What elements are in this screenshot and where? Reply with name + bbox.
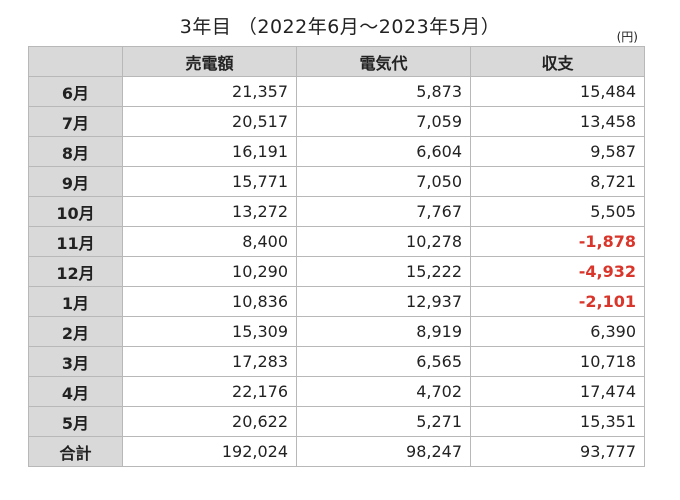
month-cell: 12月 <box>28 256 123 287</box>
balance-table: 売電額 電気代 収支 6月 21,357 5,873 15,484 7月 20,517 7,… <box>28 46 645 467</box>
table-row: 5月 20,622 5,271 15,351 <box>28 406 645 437</box>
electricity-cell: 7,767 <box>296 196 471 227</box>
month-cell: 5月 <box>28 406 123 437</box>
electricity-cell: 15,222 <box>296 256 471 287</box>
electricity-cell: 6,604 <box>296 136 471 167</box>
electricity-cell: 7,059 <box>296 106 471 137</box>
sales-cell: 16,191 <box>122 136 297 167</box>
electricity-cell: 4,702 <box>296 376 471 407</box>
sales-cell: 20,622 <box>122 406 297 437</box>
total-electricity: 98,247 <box>296 436 471 467</box>
month-cell: 9月 <box>28 166 123 197</box>
electricity-cell: 5,873 <box>296 76 471 107</box>
month-cell: 1月 <box>28 286 123 317</box>
table-row: 7月 20,517 7,059 13,458 <box>28 106 645 137</box>
sales-cell: 20,517 <box>122 106 297 137</box>
total-sales: 192,024 <box>122 436 297 467</box>
table-row: 12月 10,290 15,222 -4,932 <box>28 256 645 287</box>
header-sales: 売電額 <box>122 46 297 77</box>
balance-cell: -1,878 <box>470 226 645 257</box>
table-row: 1月 10,836 12,937 -2,101 <box>28 286 645 317</box>
header-electricity: 電気代 <box>296 46 471 77</box>
table-row: 11月 8,400 10,278 -1,878 <box>28 226 645 257</box>
month-cell: 4月 <box>28 376 123 407</box>
month-cell: 8月 <box>28 136 123 167</box>
electricity-cell: 8,919 <box>296 316 471 347</box>
sales-cell: 15,309 <box>122 316 297 347</box>
balance-cell: -2,101 <box>470 286 645 317</box>
balance-cell: 9,587 <box>470 136 645 167</box>
header-corner <box>28 46 123 77</box>
table-row: 8月 16,191 6,604 9,587 <box>28 136 645 167</box>
balance-cell: 5,505 <box>470 196 645 227</box>
month-cell: 3月 <box>28 346 123 377</box>
page-title: 3年目 （2022年6月～2023年5月） <box>179 16 501 38</box>
table-row: 3月 17,283 6,565 10,718 <box>28 346 645 377</box>
balance-cell: 6,390 <box>470 316 645 347</box>
header-balance: 収支 <box>470 46 645 77</box>
month-cell: 11月 <box>28 226 123 257</box>
electricity-cell: 6,565 <box>296 346 471 377</box>
month-cell: 7月 <box>28 106 123 137</box>
total-balance: 93,777 <box>470 436 645 467</box>
sales-cell: 13,272 <box>122 196 297 227</box>
table-row: 2月 15,309 8,919 6,390 <box>28 316 645 347</box>
total-row: 合計 192,024 98,247 93,777 <box>28 436 645 467</box>
balance-cell: 8,721 <box>470 166 645 197</box>
table-row: 9月 15,771 7,050 8,721 <box>28 166 645 197</box>
electricity-cell: 10,278 <box>296 226 471 257</box>
sales-cell: 15,771 <box>122 166 297 197</box>
table-row: 6月 21,357 5,873 15,484 <box>28 76 645 107</box>
electricity-cell: 12,937 <box>296 286 471 317</box>
balance-cell: 15,351 <box>470 406 645 437</box>
electricity-cell: 7,050 <box>296 166 471 197</box>
total-label: 合計 <box>28 436 123 467</box>
month-cell: 2月 <box>28 316 123 347</box>
balance-cell: 17,474 <box>470 376 645 407</box>
month-cell: 6月 <box>28 76 123 107</box>
sales-cell: 8,400 <box>122 226 297 257</box>
balance-cell: 10,718 <box>470 346 645 377</box>
sales-cell: 21,357 <box>122 76 297 107</box>
sales-cell: 17,283 <box>122 346 297 377</box>
month-cell: 10月 <box>28 196 123 227</box>
unit-label: (円) <box>616 30 638 44</box>
sales-cell: 10,836 <box>122 286 297 317</box>
balance-cell: 13,458 <box>470 106 645 137</box>
table-header-row: 売電額 電気代 収支 <box>28 46 645 77</box>
sales-cell: 22,176 <box>122 376 297 407</box>
table-row: 10月 13,272 7,767 5,505 <box>28 196 645 227</box>
balance-cell: -4,932 <box>470 256 645 287</box>
table-row: 4月 22,176 4,702 17,474 <box>28 376 645 407</box>
sales-cell: 10,290 <box>122 256 297 287</box>
balance-cell: 15,484 <box>470 76 645 107</box>
electricity-cell: 5,271 <box>296 406 471 437</box>
